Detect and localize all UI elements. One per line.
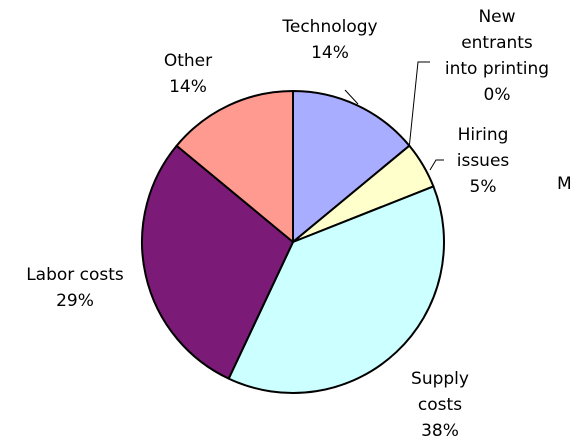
- pie-slice: [292, 90, 411, 243]
- value-label: 14%: [311, 43, 349, 63]
- pie-slice: [141, 144, 294, 380]
- category-label: Hiring issues: [456, 125, 510, 171]
- value-label: 14%: [169, 77, 207, 97]
- category-label: Technology: [282, 17, 378, 37]
- value-label: 5%: [469, 177, 497, 197]
- category-label: Supply costs: [411, 369, 469, 415]
- value-label: 0%: [483, 85, 511, 105]
- value-label: 38%: [421, 421, 459, 441]
- slice-label: Labor costs 29%: [0, 262, 155, 314]
- category-label: New entrants into printing: [444, 7, 550, 79]
- value-label: 29%: [56, 291, 94, 311]
- pie-slice: [175, 90, 294, 243]
- category-label: Other: [163, 51, 213, 71]
- slice-label: Supply costs 38%: [400, 366, 480, 444]
- pie-slice: [227, 185, 445, 394]
- leader-line: [429, 159, 444, 171]
- leader-line: [344, 89, 359, 105]
- annotation: M: [557, 174, 570, 194]
- slice-label: Technology 14%: [250, 14, 410, 66]
- slice-label: Other 14%: [138, 48, 238, 100]
- leader-line: [408, 61, 430, 150]
- category-label: Labor costs: [26, 265, 124, 285]
- slice-label: New entrants into printing 0%: [443, 4, 551, 108]
- slice-label: Hiring issues 5%: [443, 122, 523, 200]
